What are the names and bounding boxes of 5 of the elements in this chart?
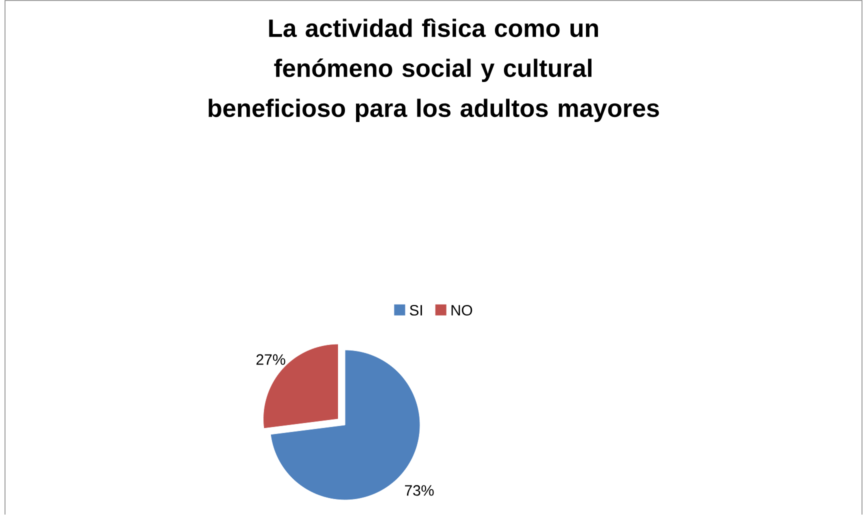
legend-label: SI xyxy=(410,304,422,316)
data-label: 27% xyxy=(256,354,286,365)
data-label: 73% xyxy=(405,485,434,496)
legend-label: NO xyxy=(452,304,472,316)
chart-title: La actividad fìsica como un fenómeno social y cultural beneficioso para los adultos mayores xyxy=(208,18,659,122)
